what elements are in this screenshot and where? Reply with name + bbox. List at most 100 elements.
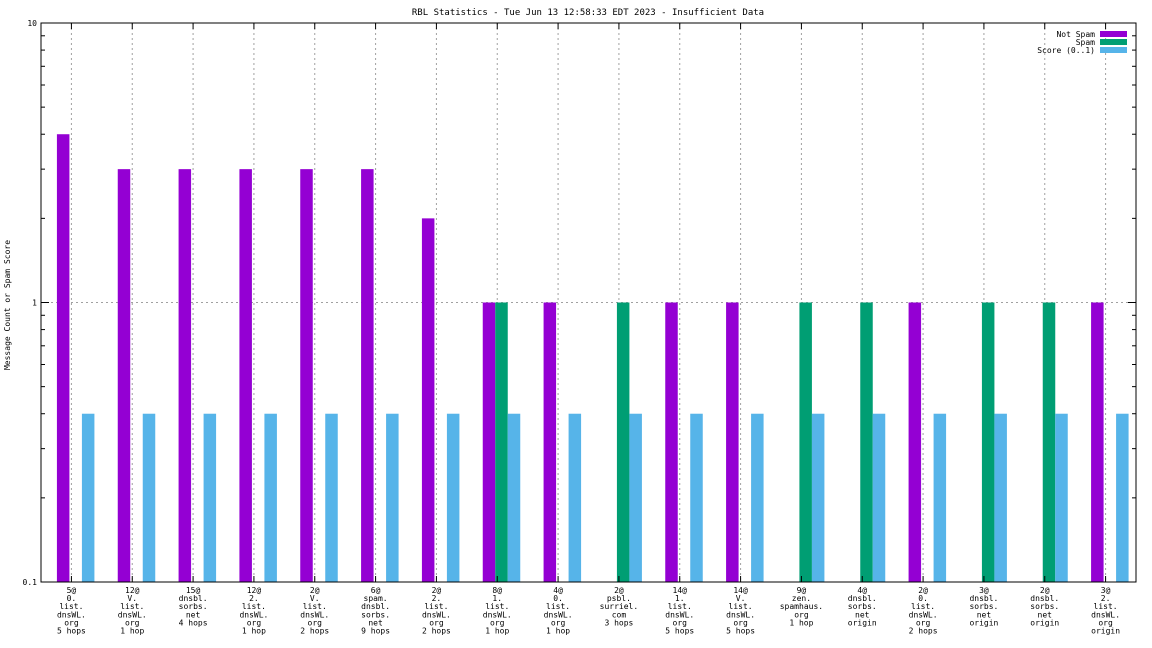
x-category-label-line: net [1038,610,1053,619]
bar-spam [981,302,995,582]
x-category-label-line: list. [546,602,570,611]
bar-score-0-1 [507,413,521,582]
x-category-label-line: spamhaus. [780,602,823,611]
x-category-label-line: net [368,618,383,627]
bar-spam [616,302,630,582]
x-category-label-line: dnsWL. [300,610,329,619]
x-category-label-line: 2@ [432,586,442,595]
chart-title: RBL Statistics - Tue Jun 13 12:58:33 EDT… [412,8,764,18]
x-category-label-line: list. [911,602,935,611]
x-category-label-line: dnsWL. [57,610,86,619]
x-category-label-line: 2. [249,594,259,603]
x-category-label-line: 12@ [247,586,262,595]
x-category-label-line: 3@ [1101,586,1111,595]
x-category-label-line: 6@ [371,586,381,595]
legend-label: Not Spam [1056,30,1095,39]
x-category-label-line: 2 hops [422,627,451,636]
x-category-label-line: origin [848,618,877,627]
bar-score-0-1 [811,413,825,582]
bar-score-0-1 [568,413,582,582]
legend-swatch [1100,39,1127,45]
x-category-label-line: sorbs. [969,602,998,611]
x-category-label-line: 3 hops [604,618,633,627]
x-category-label-line: org [429,618,444,627]
bar-score-0-1 [446,413,460,582]
x-category-label-line: 14@ [733,586,748,595]
x-category-label-line: surriel. [600,602,639,611]
x-category-label-line: dnsbl. [179,594,208,603]
x-category-label-line: 2@ [614,586,624,595]
bar-not-spam [1091,302,1104,582]
x-category-label-line: dnsWL. [726,610,755,619]
y-tick-label: 0.1 [23,578,38,587]
x-category-label-line: 1 hop [789,618,813,627]
x-category-label-line: 5@ [67,586,77,595]
x-category-label-line: list. [242,602,266,611]
x-category-label-line: net [186,610,201,619]
bar-score-0-1 [690,413,703,582]
x-category-label-line: 1 hop [546,627,570,636]
x-category-label-line: dnsWL. [909,610,938,619]
x-category-label-line: 2 hops [909,627,938,636]
bar-not-spam [56,134,70,582]
x-category-label-line: sorbs. [848,602,877,611]
bar-score-0-1 [264,413,277,582]
x-category-label-line: list. [729,602,753,611]
bar-not-spam [665,302,678,582]
x-category-label-line: dnsWL. [1091,610,1120,619]
x-category-label-line: org [916,618,931,627]
x-category-label-line: dnsWL. [422,610,451,619]
x-category-label-line: 2. [432,594,442,603]
x-category-label-line: org [673,618,688,627]
x-category-label-line: org [247,618,262,627]
x-category-label-line: 3@ [979,586,989,595]
x-category-label-line: 9 hops [361,627,390,636]
bar-score-0-1 [872,413,886,582]
x-category-label-line: dnsbl. [361,602,390,611]
x-category-label-line: 2@ [918,586,928,595]
x-category-label-line: dnsbl. [1030,594,1059,603]
bar-score-0-1 [994,413,1007,582]
legend-label: Spam [1076,38,1095,47]
bar-score-0-1 [1116,413,1129,582]
bar-not-spam [117,169,131,583]
x-category-label-line: V. [127,594,137,603]
x-category-label-line: 0. [67,594,77,603]
x-category-label-line: dnsbl. [969,594,998,603]
x-category-label-line: dnsWL. [665,610,694,619]
x-category-label-line: 2@ [1040,586,1050,595]
x-category-label-line: 1. [675,594,685,603]
x-category-label-line: sorbs. [1030,602,1059,611]
x-category-label-line: 1 hop [242,627,266,636]
bar-not-spam [421,218,435,582]
x-category-label-line: 1. [492,594,502,603]
bar-spam [495,302,508,582]
bar-score-0-1 [142,413,156,582]
y-tick-label: 10 [27,19,37,28]
x-category-label-line: dnsWL. [239,610,268,619]
x-category-label-line: 12@ [125,586,140,595]
x-category-label-line: 8@ [492,586,502,595]
x-category-label-line: list. [59,602,83,611]
x-category-label-line: dnsbl. [848,594,877,603]
x-category-label-line: 0. [918,594,928,603]
x-category-label-line: sorbs. [361,610,390,619]
x-category-label-line: 2. [1101,594,1111,603]
bars [56,134,1129,583]
bar-score-0-1 [203,413,217,582]
x-category-label-line: 0. [553,594,563,603]
x-category-label-line: com [612,610,627,619]
bar-not-spam [482,302,496,582]
x-category-label-line: 15@ [186,586,201,595]
legend-swatch [1100,47,1127,53]
bar-not-spam [726,302,739,582]
x-category-label-line: origin [969,618,998,627]
bar-spam [860,302,873,582]
x-category-label-line: 5 hops [665,627,694,636]
x-category-label-line: 4@ [553,586,563,595]
x-category-label-line: org [308,618,323,627]
bar-score-0-1 [933,413,947,582]
x-category-label-line: list. [120,602,144,611]
